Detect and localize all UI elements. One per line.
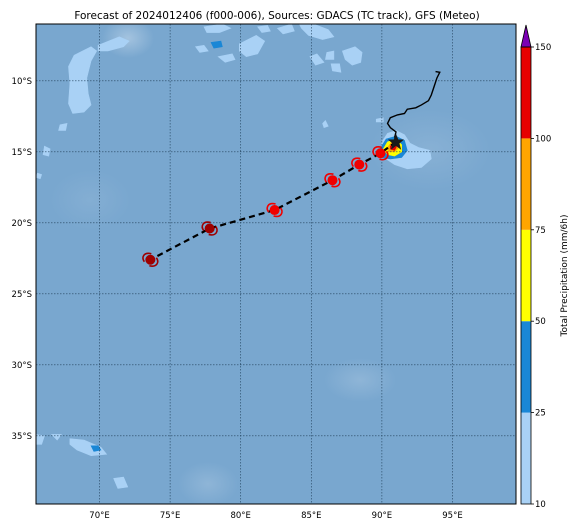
colorbar-bin xyxy=(521,229,531,322)
precip-area-25 xyxy=(90,445,102,452)
map-area[interactable] xyxy=(35,18,517,506)
lon-tick-label: 80°E xyxy=(230,511,250,521)
precip-area-10 xyxy=(325,50,335,60)
lon-tick-label: 75°E xyxy=(160,511,180,521)
storm-symbol xyxy=(351,157,368,172)
lat-tick-label: 30°S xyxy=(12,361,32,371)
precip-area-10 xyxy=(36,172,43,180)
storm-symbol xyxy=(372,146,389,161)
figure-title: Forecast of 2024012406 (f000-006), Sourc… xyxy=(74,10,479,22)
colorbar-tick-label: 50 xyxy=(535,317,546,327)
map-frame xyxy=(35,23,517,505)
latitude-ticks: 10°S 15°S 20°S 25°S 30°S 35°S xyxy=(12,77,32,442)
lat-tick-label: 15°S xyxy=(12,148,32,158)
colorbar-bin xyxy=(521,138,531,230)
precip-area-25 xyxy=(210,40,223,49)
storm-symbol xyxy=(387,133,405,150)
colorbar-bin xyxy=(521,412,531,504)
precip-area-10 xyxy=(42,145,51,157)
lon-tick-label: 95°E xyxy=(442,511,462,521)
storm-symbol xyxy=(324,173,341,188)
precip-area-10 xyxy=(341,46,363,66)
lat-tick-label: 35°S xyxy=(12,432,32,442)
lat-tick-label: 10°S xyxy=(12,77,32,87)
storm-symbol xyxy=(266,202,283,218)
precip-area-10 xyxy=(322,120,329,129)
observed-track-line xyxy=(386,70,441,138)
precip-area-10 xyxy=(309,53,325,66)
lon-tick-label: 70°E xyxy=(89,511,109,521)
lon-tick-label: 90°E xyxy=(372,511,392,521)
colorbar-bin xyxy=(521,321,531,413)
colorbar-bin xyxy=(521,47,531,139)
longitude-ticks: 70°E 75°E 80°E 85°E 90°E 95°E xyxy=(89,511,462,521)
colorbar-tick-label: 150 xyxy=(535,43,551,53)
precip-area-10 xyxy=(36,434,45,445)
precip-area-10 xyxy=(69,438,108,457)
precipitation-colorbar: 10 25 50 75 100 150 Total Precipitation (mm/6… xyxy=(520,24,570,510)
storm-symbol xyxy=(201,221,218,236)
precip-area-10 xyxy=(58,123,68,131)
colorbar-tick-label: 25 xyxy=(535,409,546,419)
lat-tick-label: 20°S xyxy=(12,219,32,229)
precip-area-10 xyxy=(217,53,236,63)
storm-symbols xyxy=(142,133,405,267)
precip-area-10 xyxy=(298,24,335,40)
colorbar-tick-label: 100 xyxy=(535,134,551,144)
precip-area-10 xyxy=(194,44,209,53)
precip-area-10 xyxy=(68,46,98,114)
ocean-background xyxy=(36,24,516,504)
lon-tick-label: 85°E xyxy=(301,511,321,521)
precip-area-10 xyxy=(113,476,129,489)
lat-tick-label: 25°S xyxy=(12,290,32,300)
colorbar-label: Total Precipitation (mm/6h) xyxy=(560,214,570,337)
colorbar-frame xyxy=(520,46,532,505)
colorbar-tick-label: 75 xyxy=(535,226,546,236)
precip-area-10 xyxy=(330,63,342,73)
colorbar-extend-arrow xyxy=(520,24,532,48)
cloud-haze xyxy=(50,24,490,504)
precip-area-10 xyxy=(238,35,266,57)
colorbar-tick-label: 10 xyxy=(535,500,546,510)
precip-area-10 xyxy=(257,25,271,33)
precip-area-10 xyxy=(375,117,384,123)
precip-area-10 xyxy=(97,36,130,52)
storm-symbol xyxy=(142,252,159,267)
precip-area-10 xyxy=(276,24,295,35)
